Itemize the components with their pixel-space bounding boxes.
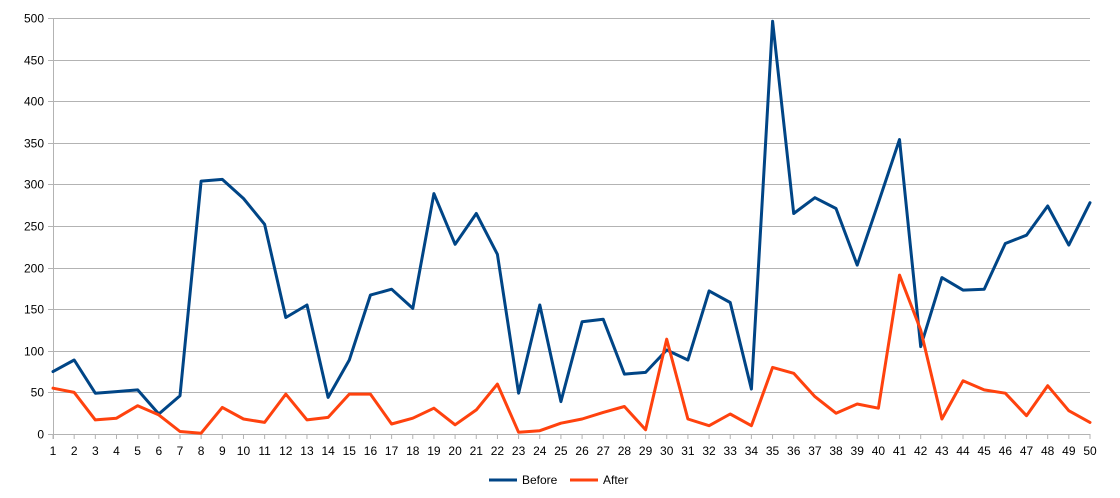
x-tick-label: 48	[1041, 444, 1055, 458]
legend-label-after: After	[603, 473, 628, 487]
x-tick-label: 34	[745, 444, 759, 458]
legend-label-before: Before	[522, 473, 558, 487]
x-tick-label: 9	[219, 444, 226, 458]
x-tick-label: 30	[660, 444, 674, 458]
x-tick-label: 38	[829, 444, 843, 458]
x-tick-label: 45	[978, 444, 992, 458]
x-tick-label: 19	[427, 444, 441, 458]
x-tick-label: 31	[681, 444, 695, 458]
x-tick-label: 40	[872, 444, 886, 458]
x-tick-label: 4	[113, 444, 120, 458]
x-tick-label: 21	[470, 444, 484, 458]
x-tick-label: 50	[1083, 444, 1097, 458]
y-tick-label: 450	[24, 54, 44, 68]
x-tick-label: 33	[724, 444, 738, 458]
x-tick-label: 44	[956, 444, 970, 458]
x-tick-label: 39	[851, 444, 865, 458]
x-tick-label: 23	[512, 444, 526, 458]
x-tick-label: 10	[237, 444, 251, 458]
x-tick-label: 36	[787, 444, 801, 458]
x-tick-label: 29	[639, 444, 653, 458]
x-tick-label: 28	[618, 444, 632, 458]
y-tick-label: 150	[24, 303, 44, 317]
x-tick-label: 3	[92, 444, 99, 458]
x-tick-label: 12	[279, 444, 293, 458]
x-tick-label: 37	[808, 444, 822, 458]
x-tick-label: 35	[766, 444, 780, 458]
legend: Before After	[489, 473, 628, 487]
data-series	[51, 19, 1092, 435]
y-tick-label: 50	[31, 386, 45, 400]
x-tick-label: 18	[406, 444, 420, 458]
y-tick-label: 400	[24, 95, 44, 109]
x-tick-label: 20	[448, 444, 462, 458]
series-line-before	[51, 19, 1092, 416]
x-tick-label: 17	[385, 444, 399, 458]
y-tick-label: 500	[24, 12, 44, 26]
x-tick-label: 6	[155, 444, 162, 458]
x-tick-label: 49	[1062, 444, 1076, 458]
x-tick-label: 32	[702, 444, 716, 458]
y-tick-label: 0	[37, 428, 44, 442]
x-tick-label: 46	[999, 444, 1013, 458]
x-tick-label: 42	[914, 444, 928, 458]
x-tick-label: 7	[177, 444, 184, 458]
y-axis-tick-labels: 0 50 100 150 200 250 300 350 400 450 500	[24, 12, 44, 442]
x-tick-label: 14	[321, 444, 335, 458]
y-tick-label: 200	[24, 262, 44, 276]
x-tick-label: 11	[258, 444, 271, 458]
x-tick-label: 5	[134, 444, 141, 458]
gridlines	[53, 18, 1090, 435]
x-tick-label: 1	[50, 444, 57, 458]
x-tick-label: 43	[935, 444, 949, 458]
x-tick-label: 8	[198, 444, 205, 458]
series-line-after	[51, 273, 1092, 435]
x-tick-label: 13	[300, 444, 314, 458]
y-tick-label: 350	[24, 137, 44, 151]
x-tick-label: 47	[1020, 444, 1034, 458]
y-tick-label: 300	[24, 178, 44, 192]
axes	[48, 18, 1091, 439]
x-tick-label: 26	[575, 444, 589, 458]
x-tick-label: 24	[533, 444, 547, 458]
y-tick-label: 100	[24, 345, 44, 359]
x-tick-label: 16	[364, 444, 378, 458]
x-tick-label: 25	[554, 444, 568, 458]
x-axis-tick-labels: 1 2 3 4 5 6 7 8 9 10 11 12 13 14 15 16 17 18 19 20 21 22 23 24 2…	[50, 444, 1097, 458]
y-tick-label: 250	[24, 220, 44, 234]
x-tick-label: 27	[597, 444, 611, 458]
x-tick-label: 41	[893, 444, 907, 458]
x-tick-label: 15	[343, 444, 357, 458]
x-tick-label: 22	[491, 444, 505, 458]
x-tick-label: 2	[71, 444, 78, 458]
